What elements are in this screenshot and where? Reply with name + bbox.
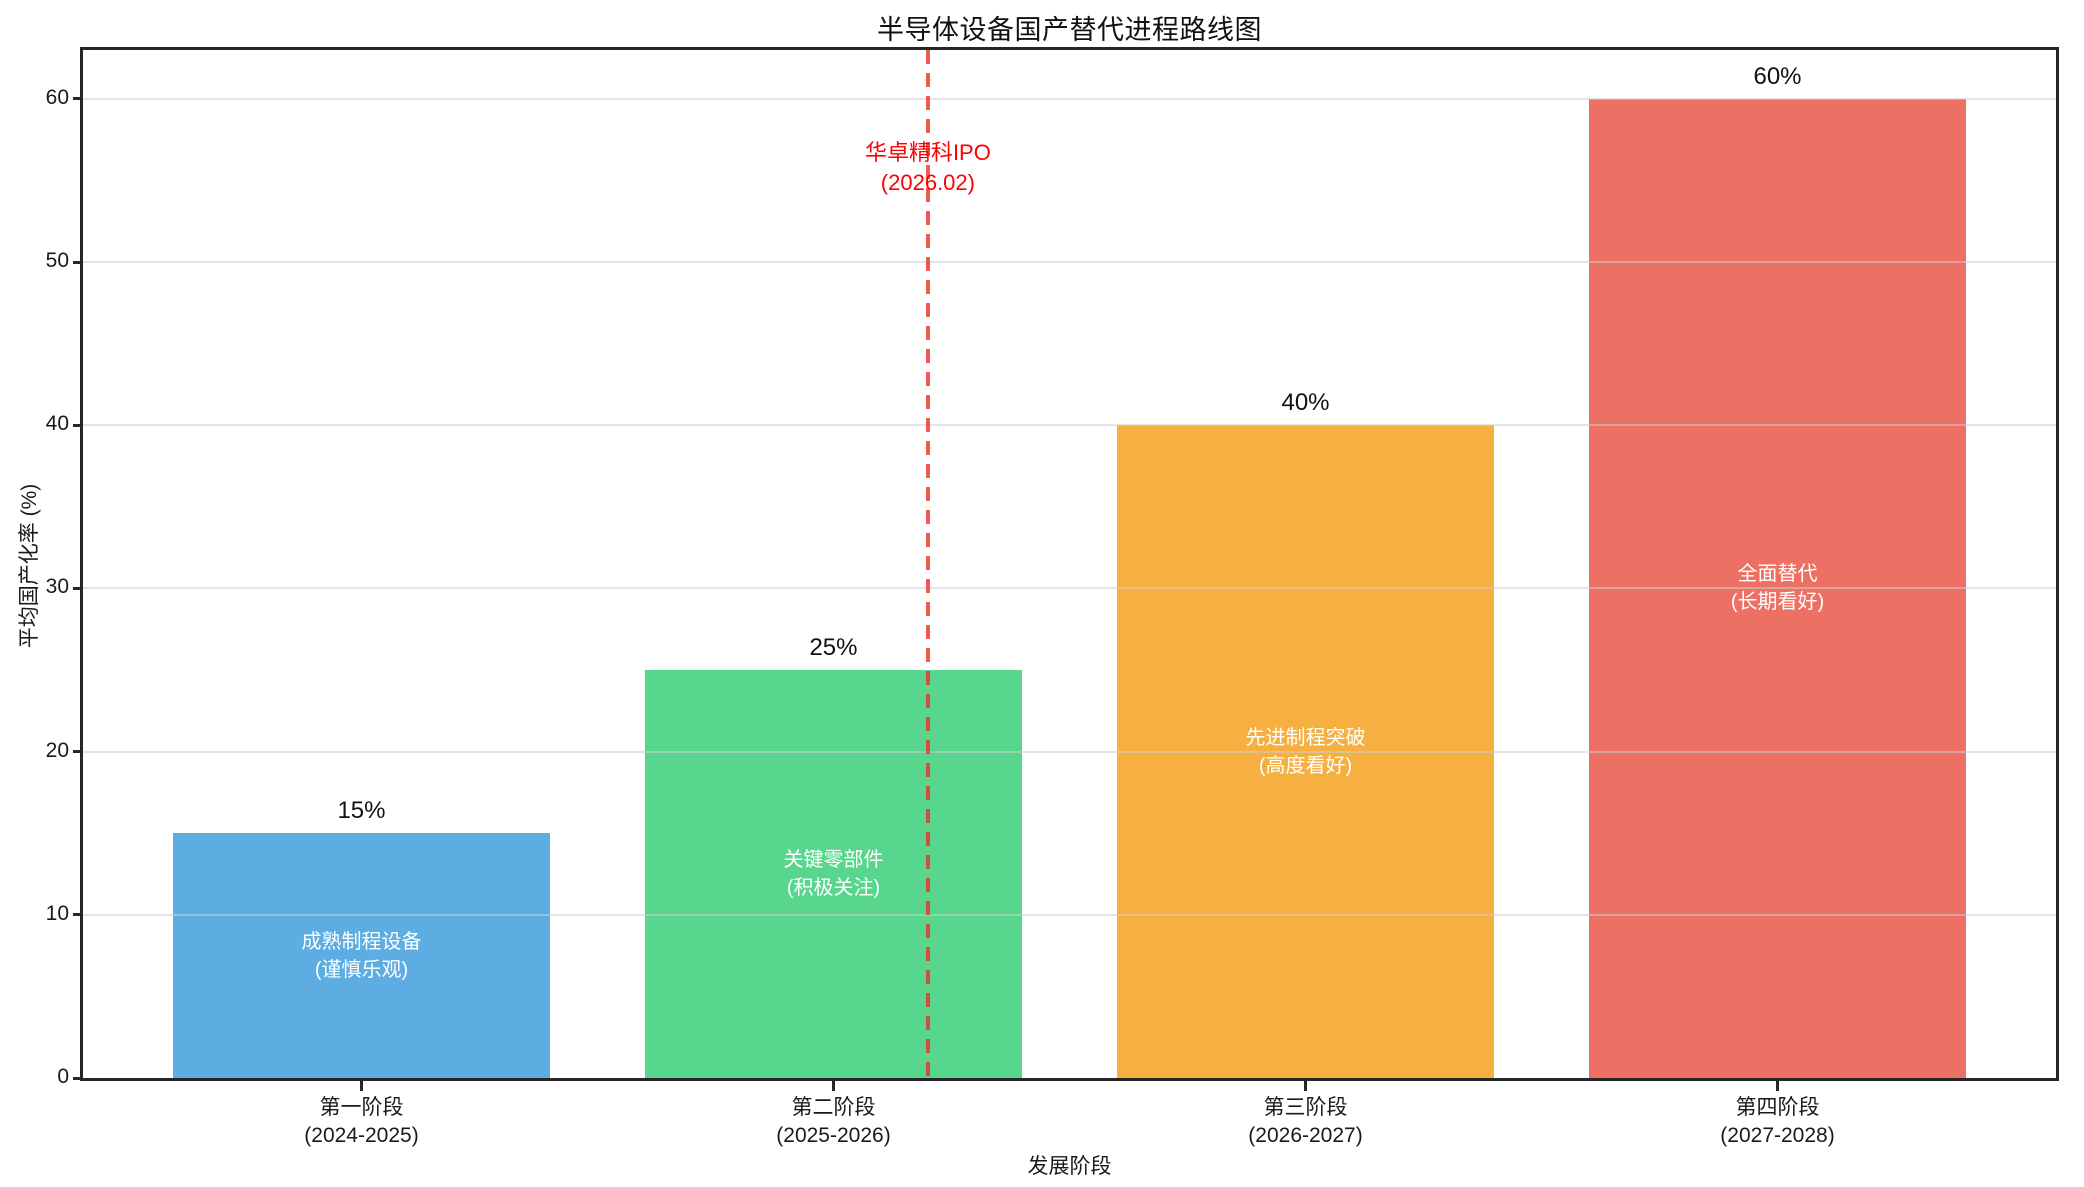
- chart-title: 半导体设备国产替代进程路线图: [877, 15, 1262, 45]
- bar-inner-label-line1: 先进制程突破: [1245, 726, 1366, 749]
- x-tick-label-stage: 第二阶段: [791, 1096, 876, 1119]
- y-tick-label-20: 20: [45, 738, 69, 762]
- y-tick-mark-10: [73, 913, 83, 917]
- bar-inner-label-1: 成熟制程设备 (谨慎乐观): [301, 928, 421, 984]
- y-tick-label-60: 60: [45, 85, 69, 109]
- x-tick-label-stage: 第三阶段: [1263, 1096, 1348, 1119]
- x-tick-label-stage: 第四阶段: [1735, 1096, 1820, 1119]
- y-tick-label-0: 0: [57, 1065, 69, 1088]
- bar-inner-label-3: 先进制程突破 (高度看好): [1246, 724, 1366, 780]
- x-tick-label-period: (2024-2025): [304, 1124, 419, 1147]
- ipo-annotation-line1: 华卓精科IPO: [864, 140, 991, 165]
- y-tick-mark-40: [73, 423, 83, 427]
- y-tick-label-30: 30: [45, 575, 69, 599]
- bar-inner-label-line2: (谨慎乐观): [314, 958, 409, 981]
- bar-stage-2: [644, 670, 1023, 1078]
- bar-value-label-3: 40%: [1281, 389, 1330, 417]
- x-tick-mark-3: [1304, 1081, 1307, 1091]
- x-tick-label-3: 第三阶段 (2026-2027): [1248, 1094, 1362, 1150]
- y-tick-mark-0: [73, 1076, 83, 1080]
- bar-inner-label-line1: 全面替代: [1737, 563, 1818, 586]
- bar-inner-label-line2: (高度看好): [1258, 754, 1353, 777]
- x-tick-label-4: 第四阶段 (2027-2028): [1720, 1094, 1834, 1150]
- bar-inner-label-line2: (积极关注): [786, 877, 881, 900]
- y-tick-mark-30: [73, 586, 83, 590]
- bar-inner-label-line2: (长期看好): [1730, 591, 1825, 614]
- plot-area: 成熟制程设备 (谨慎乐观) 15% 关键零部件 (积极关注) 25% 先进制程突破 (高度看好…: [80, 47, 2059, 1081]
- x-tick-label-1: 第一阶段 (2024-2025): [304, 1094, 418, 1150]
- y-tick-mark-50: [73, 260, 83, 264]
- ipo-annotation-line2: (2026.02): [880, 170, 975, 195]
- x-axis-label: 发展阶段: [1027, 1155, 1112, 1178]
- y-axis-label: 平均国产化率 (%): [18, 483, 41, 649]
- y-tick-label-40: 40: [45, 412, 69, 436]
- bar-value-label-2: 25%: [809, 634, 858, 662]
- bar-inner-label-2: 关键零部件 (积极关注): [783, 846, 883, 902]
- x-tick-mark-4: [1776, 1081, 1779, 1091]
- x-tick-label-period: (2027-2028): [1720, 1124, 1835, 1147]
- x-tick-mark-2: [831, 1081, 835, 1091]
- y-tick-label-10: 10: [45, 901, 69, 925]
- y-tick-label-50: 50: [45, 249, 69, 273]
- ipo-annotation: 华卓精科IPO (2026.02): [865, 138, 991, 198]
- y-tick-mark-60: [73, 97, 83, 101]
- x-tick-mark-1: [359, 1081, 363, 1091]
- y-tick-mark-20: [73, 750, 83, 754]
- bar-inner-label-line1: 成熟制程设备: [301, 930, 422, 953]
- bar-value-label-1: 15%: [337, 797, 386, 825]
- bar-value-label-4: 60%: [1753, 62, 1802, 90]
- x-tick-label-period: (2025-2026): [776, 1124, 891, 1147]
- x-tick-label-2: 第二阶段 (2025-2026): [776, 1094, 890, 1150]
- bar-stage-1: [172, 833, 551, 1078]
- x-tick-label-period: (2026-2027): [1248, 1124, 1363, 1147]
- bar-inner-label-line1: 关键零部件: [783, 849, 884, 872]
- bar-inner-label-4: 全面替代 (长期看好): [1731, 560, 1824, 616]
- x-tick-label-stage: 第一阶段: [319, 1096, 404, 1119]
